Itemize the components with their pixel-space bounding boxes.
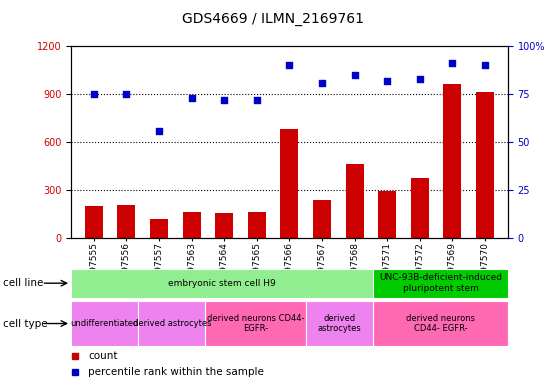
Bar <box>150 219 168 238</box>
Point <box>187 95 196 101</box>
Bar <box>205 301 306 346</box>
Bar <box>346 164 364 238</box>
Point <box>448 60 457 66</box>
Point <box>220 97 229 103</box>
Bar <box>117 205 135 238</box>
Point <box>416 76 424 82</box>
Bar <box>373 269 508 298</box>
Bar <box>71 301 138 346</box>
Text: percentile rank within the sample: percentile rank within the sample <box>88 367 264 377</box>
Point <box>350 72 359 78</box>
Text: derived astrocytes: derived astrocytes <box>133 319 211 328</box>
Point <box>155 127 163 134</box>
Text: embryonic stem cell H9: embryonic stem cell H9 <box>168 279 276 288</box>
Text: count: count <box>88 351 118 361</box>
Point <box>90 91 98 97</box>
Text: derived neurons
CD44- EGFR-: derived neurons CD44- EGFR- <box>406 314 475 333</box>
Point <box>122 91 130 97</box>
Point <box>252 97 261 103</box>
Text: UNC-93B-deficient-induced
pluripotent stem: UNC-93B-deficient-induced pluripotent st… <box>379 273 502 293</box>
Bar <box>85 206 103 238</box>
Text: derived
astrocytes: derived astrocytes <box>318 314 361 333</box>
Bar <box>306 301 373 346</box>
Bar <box>281 129 298 238</box>
Bar <box>182 212 200 238</box>
Bar <box>373 301 508 346</box>
Text: derived neurons CD44-
EGFR-: derived neurons CD44- EGFR- <box>207 314 305 333</box>
Bar <box>215 213 233 238</box>
Text: undifferentiated: undifferentiated <box>70 319 139 328</box>
Point <box>480 62 489 68</box>
Text: cell type: cell type <box>3 318 48 329</box>
Point <box>285 62 294 68</box>
Text: cell line: cell line <box>3 278 43 288</box>
Point <box>318 79 327 86</box>
Bar <box>313 200 331 238</box>
Bar <box>71 269 373 298</box>
Bar <box>476 93 494 238</box>
Bar <box>411 178 429 238</box>
Bar <box>138 301 205 346</box>
Bar <box>248 212 266 238</box>
Point <box>383 78 391 84</box>
Text: GDS4669 / ILMN_2169761: GDS4669 / ILMN_2169761 <box>182 12 364 25</box>
Bar <box>378 191 396 238</box>
Bar <box>443 84 461 238</box>
